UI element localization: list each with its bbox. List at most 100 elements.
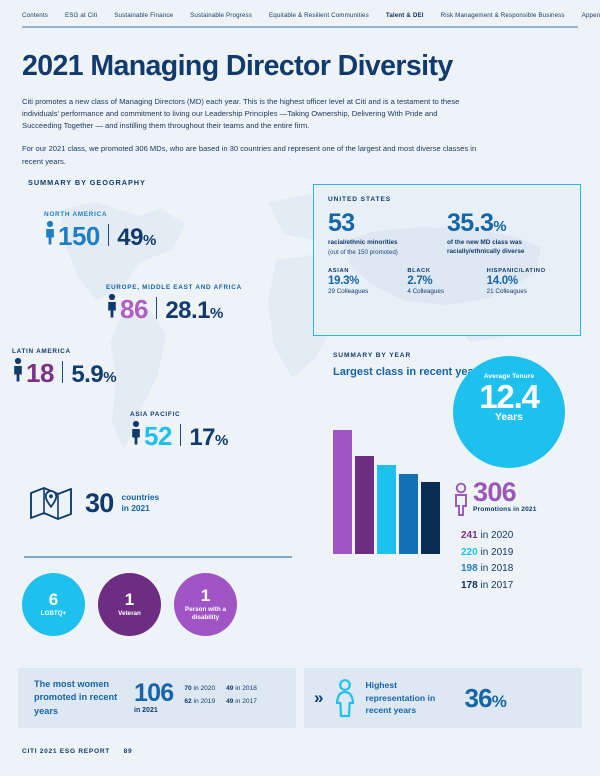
year-lead-text: Largest class in recent years <box>333 366 485 378</box>
prior-year-2020: 241 in 2020 <box>461 530 514 541</box>
nav-item-sustainable-finance[interactable]: Sustainable Finance <box>114 12 174 19</box>
bar-2020 <box>355 456 374 554</box>
identity-veteran-label: Veteran <box>118 610 141 618</box>
person-icon <box>132 420 140 445</box>
women-band-value-caption: in 2021 <box>134 706 158 714</box>
united-states-title: UNITED STATES <box>328 196 392 203</box>
women-history-col-2: 49 in 2018 49 in 2017 <box>226 685 257 711</box>
person-icon <box>455 482 467 516</box>
average-tenure-circle: Average Tenure 12.4 Years <box>453 356 565 468</box>
us-breakdown-asian-value: 19.3% <box>328 275 360 288</box>
intro-paragraph-2: For our 2021 class, we promoted 306 MDs,… <box>22 144 477 166</box>
geo-percent-latin-america: 5.9% <box>71 361 117 388</box>
prior-years-list: 241 in 2020 220 in 2019 198 in 2018 178 … <box>461 530 513 596</box>
geo-percent-north-america: 49% <box>117 224 156 251</box>
nav-item-talent-dei[interactable]: Talent & DEI <box>385 12 424 19</box>
geo-divider <box>179 423 182 446</box>
summary-by-year-section: SUMMARY BY YEAR Largest class in recent … <box>313 352 588 591</box>
geo-stat-latin-america: LATIN AMERICA 18 5.9% <box>12 348 117 388</box>
usa-map-icon <box>344 227 541 305</box>
person-icon <box>14 357 22 382</box>
nav-item-contents[interactable]: Contents <box>22 12 48 19</box>
identity-disability-value: 1 <box>200 586 211 606</box>
woman-icon <box>336 679 355 718</box>
us-minorities-label: racial/ethnic minorities <box>328 239 398 246</box>
us-breakdown-black-colleagues: 4 Colleagues <box>407 288 445 296</box>
geo-name-north-america: NORTH AMERICA <box>44 211 108 218</box>
us-breakdown-asian-colleagues: 29 Colleagues <box>328 288 369 296</box>
geo-name-latin-america: LATIN AMERICA <box>12 348 71 355</box>
identity-lgbtq-value: 6 <box>48 590 59 610</box>
geography-section-label: SUMMARY BY GEOGRAPHY <box>28 178 146 187</box>
person-icon <box>108 293 116 318</box>
us-diverse-stat: 35.3% of the new MD class was racially/e… <box>447 211 566 256</box>
year-section-label: SUMMARY BY YEAR <box>333 352 412 359</box>
women-promoted-band: The most women promoted in recent years … <box>18 668 296 728</box>
promotions-caption: Promotions in 2021 <box>473 506 537 514</box>
promotions-bar-chart <box>333 424 443 554</box>
geo-stat-north-america: NORTH AMERICA 150 49% <box>44 211 156 250</box>
geo-stat-asia-pacific: ASIA PACIFIC 52 17% <box>130 411 228 450</box>
women-history-2019: 62 in 2019 <box>184 698 216 705</box>
us-diverse-label: of the new MD class was racially/ethnica… <box>447 239 525 255</box>
geo-name-asia-pacific: ASIA PACIFIC <box>130 411 181 418</box>
footer-page-number: 89 <box>123 748 133 755</box>
identity-circle-lgbtq: 6 LGBTQ+ <box>22 573 85 636</box>
us-breakdown-hispanic-label: HISPANIC/LATINO <box>486 268 546 275</box>
geo-name-emea: EUROPE, MIDDLE EAST AND AFRICA <box>106 284 242 291</box>
geo-count-asia-pacific: 52 <box>144 421 172 451</box>
women-history-2018: 49 in 2018 <box>226 685 257 692</box>
geo-percent-emea: 28.1% <box>165 297 223 324</box>
us-breakdown-hispanic-colleagues: 21 Colleagues <box>486 288 527 296</box>
us-breakdown-hispanic-value: 14.0% <box>486 275 518 288</box>
top-navigation[interactable]: Contents ESG at Citi Sustainable Finance… <box>0 0 600 19</box>
average-tenure-label: Average Tenure <box>483 373 535 380</box>
prior-year-2017: 178 in 2017 <box>461 579 514 591</box>
page-footer: CITI 2021 ESG REPORT 89 <box>22 748 132 755</box>
section-divider <box>24 556 292 558</box>
intro-paragraph-1: Citi promotes a new class of Managing Di… <box>22 96 460 131</box>
nav-item-sustainable-progress[interactable]: Sustainable Progress <box>190 12 252 19</box>
geo-divider <box>155 296 158 319</box>
us-minorities-note: (out of the 150 promoted) <box>328 248 398 256</box>
us-breakdown-asian-label: ASIAN <box>328 268 350 275</box>
identity-circle-disability: 1 Person with a disability <box>174 573 237 636</box>
average-tenure-unit: Years <box>494 411 524 424</box>
us-breakdown-black-label: BLACK <box>407 268 431 275</box>
identity-circles: 6 LGBTQ+ 1 Veteran 1 Person with a disab… <box>22 573 237 636</box>
promotions-2021-stat: 306 Promotions in 2021 <box>453 477 537 516</box>
geo-divider <box>107 223 110 246</box>
prior-year-2019: 220 in 2019 <box>461 546 514 558</box>
identity-circle-veteran: 1 Veteran <box>98 573 161 636</box>
women-history-col-1: 70 in 2020 62 in 2019 <box>184 685 215 711</box>
women-history-2017: 49 in 2017 <box>226 698 257 705</box>
identity-disability-label: Person with a disability <box>185 606 226 621</box>
geo-count-emea: 86 <box>120 294 148 324</box>
person-icon <box>46 220 54 245</box>
women-band-value: 106 <box>134 679 174 708</box>
us-minorities-stat: 53 racial/ethnic minorities (out of the … <box>328 211 447 256</box>
promotions-value: 306 <box>473 477 517 507</box>
countries-value: 30 <box>85 487 114 518</box>
us-breakdown-black: BLACK 2.7% 4 Colleagues <box>407 268 486 295</box>
nav-item-appendices[interactable]: Appendices <box>581 12 600 19</box>
us-diverse-value: 35.3% <box>447 209 507 237</box>
nav-item-esg-at-citi[interactable]: ESG at Citi <box>64 12 98 19</box>
prior-year-2018: 198 in 2018 <box>461 563 514 574</box>
nav-item-risk-management[interactable]: Risk Management & Responsible Business <box>440 12 565 19</box>
average-tenure-value: 12.4 <box>479 378 540 415</box>
geo-count-latin-america: 18 <box>26 358 54 388</box>
bar-2017 <box>421 482 440 554</box>
bar-2019 <box>377 465 396 554</box>
page-title: 2021 Managing Director Diversity <box>22 49 453 82</box>
chevron-right-icon: » <box>314 688 324 707</box>
nav-item-equitable-resilient-communities[interactable]: Equitable & Resilient Communities <box>268 12 369 19</box>
us-breakdown-asian: ASIAN 19.3% 29 Colleagues <box>328 268 407 295</box>
summary-by-geography-section: SUMMARY BY GEOGRAPHY NORTH AMERICA 150 4… <box>0 178 312 478</box>
identity-lgbtq-label: LGBTQ+ <box>40 610 67 618</box>
united-states-card: UNITED STATES 53 racial/ethnic minoritie… <box>313 184 581 336</box>
geo-percent-asia-pacific: 17% <box>189 424 228 451</box>
footer-report-name: CITI 2021 ESG REPORT <box>22 748 111 755</box>
us-minorities-value: 53 <box>328 209 355 237</box>
geo-divider <box>61 360 64 383</box>
